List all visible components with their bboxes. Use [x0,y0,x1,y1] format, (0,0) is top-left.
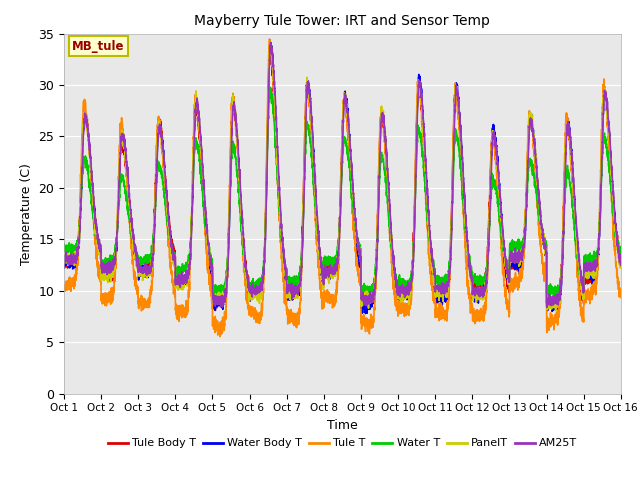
Line: PanelT: PanelT [64,45,621,311]
Line: Tule T: Tule T [64,39,621,336]
Y-axis label: Temperature (C): Temperature (C) [20,163,33,264]
AM25T [499,227,507,233]
PanelT [617,264,625,270]
Water T [499,241,507,247]
Tule T [60,286,68,292]
Water T [266,84,274,90]
Water Body T [160,159,168,165]
Line: AM25T: AM25T [64,43,621,308]
Water T [616,249,624,255]
Water Body T [616,258,624,264]
PanelT [160,166,168,171]
Water Body T [266,37,274,43]
Tule Body T [160,156,168,162]
AM25T [467,271,475,277]
Water Body T [468,275,476,281]
AM25T [60,255,68,261]
Tule Body T [468,271,476,277]
Tule T [216,334,224,339]
Tule T [436,310,444,316]
PanelT [616,265,624,271]
Text: MB_tule: MB_tule [72,40,125,53]
AM25T [267,40,275,46]
Tule T [160,177,168,183]
Tule T [322,293,330,299]
Water T [467,265,475,271]
Water T [160,192,168,198]
Title: Mayberry Tule Tower: IRT and Sensor Temp: Mayberry Tule Tower: IRT and Sensor Temp [195,14,490,28]
AM25T [436,285,444,291]
Tule Body T [322,260,330,265]
Tule T [499,261,507,267]
Water T [436,280,444,286]
Water Body T [499,235,507,240]
Water T [322,260,330,266]
Tule Body T [60,255,68,261]
Water T [617,249,625,255]
Tule T [617,289,625,295]
Tule Body T [499,241,507,247]
AM25T [322,275,330,281]
AM25T [160,161,168,167]
PanelT [266,42,274,48]
AM25T [543,305,550,311]
PanelT [467,279,475,285]
Water Body T [617,262,625,268]
Water T [550,293,558,299]
Water Body T [362,311,369,316]
Tule T [468,303,476,309]
PanelT [499,231,507,237]
Line: Water Body T: Water Body T [64,40,621,313]
X-axis label: Time: Time [327,419,358,432]
Line: Water T: Water T [64,87,621,296]
Tule Body T [436,294,444,300]
AM25T [616,256,624,262]
PanelT [552,308,559,314]
Tule Body T [211,307,219,313]
Tule T [616,294,624,300]
Line: Tule Body T: Tule Body T [64,52,621,310]
Legend: Tule Body T, Water Body T, Tule T, Water T, PanelT, AM25T: Tule Body T, Water Body T, Tule T, Water… [103,434,582,453]
Water Body T [60,260,68,266]
PanelT [322,274,330,279]
AM25T [617,254,625,260]
Water T [60,247,68,252]
Water Body T [436,299,444,305]
PanelT [436,289,444,295]
PanelT [60,256,68,262]
Tule T [266,36,273,42]
Tule Body T [268,49,275,55]
Tule Body T [616,254,624,260]
Tule Body T [617,253,625,259]
Water Body T [322,271,330,276]
